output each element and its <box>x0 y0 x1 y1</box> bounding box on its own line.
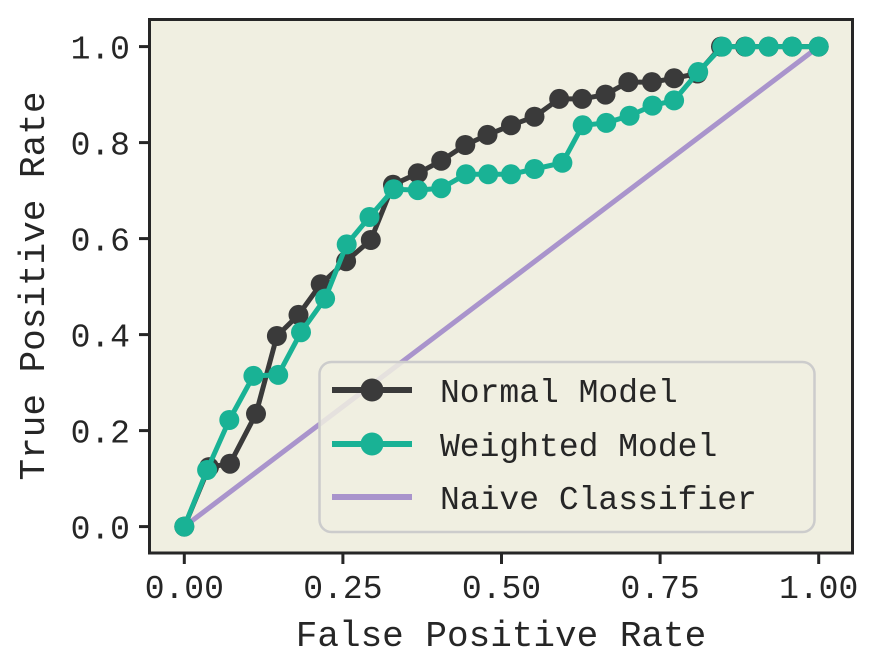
y-tick-label: 1.0 <box>71 32 130 69</box>
data-point <box>782 36 803 57</box>
legend: Normal Model Weighted Model Naive Classi… <box>318 360 816 534</box>
data-point <box>288 304 309 325</box>
data-point <box>243 365 264 386</box>
data-point <box>572 115 593 136</box>
x-tick-label: 0.00 <box>145 571 224 608</box>
axes-spines <box>148 18 854 555</box>
data-point <box>477 124 498 145</box>
data-point <box>336 234 357 255</box>
y-axis: 0.0 0.2 0.4 0.6 0.8 1.0 <box>71 32 150 549</box>
series-weighted-model <box>174 36 829 537</box>
legend-entry-normal-model: Normal Model <box>332 375 678 412</box>
y-tick-label: 0.4 <box>71 320 130 357</box>
series-naive-classifier <box>181 44 822 530</box>
y-tick-label: 0.2 <box>71 416 130 453</box>
data-point <box>808 36 829 57</box>
legend-entry-weighted-model: Weighted Model <box>332 429 717 466</box>
data-point <box>174 516 195 537</box>
data-point <box>456 164 476 185</box>
data-point <box>619 105 640 126</box>
data-point <box>572 88 593 109</box>
data-point <box>552 152 573 173</box>
data-point <box>501 115 521 136</box>
data-point <box>501 164 521 185</box>
data-point <box>688 62 709 82</box>
x-tick-label: 1.00 <box>779 571 858 608</box>
series-line-naive-classifier <box>181 44 822 530</box>
x-axis-label: False Positive Rate <box>296 616 706 657</box>
data-point <box>360 230 381 250</box>
data-point <box>664 68 685 89</box>
data-point <box>664 90 685 111</box>
data-point <box>455 135 476 155</box>
data-point <box>735 36 756 57</box>
data-point <box>431 150 452 171</box>
y-tick-label: 0.0 <box>71 512 130 549</box>
data-point <box>220 453 240 474</box>
data-point <box>407 180 428 201</box>
legend-label: Weighted Model <box>440 429 717 466</box>
data-point <box>291 322 311 343</box>
data-point <box>431 178 452 199</box>
legend-box <box>318 360 816 534</box>
data-point <box>712 36 733 57</box>
x-tick-label: 0.50 <box>462 571 541 608</box>
data-point <box>315 288 336 309</box>
data-point <box>266 326 287 346</box>
data-point <box>758 36 779 57</box>
data-point <box>383 179 404 200</box>
y-tick-label: 0.8 <box>71 128 130 165</box>
series-line-weighted-model <box>181 44 822 530</box>
x-tick-label: 0.75 <box>620 571 699 608</box>
series-layer <box>174 36 829 537</box>
data-point <box>549 88 570 109</box>
data-point <box>246 403 266 424</box>
legend-entry-naive-classifier: Naive Classifier <box>332 482 757 519</box>
y-axis-label: True Positive Rate <box>14 92 55 481</box>
y-tick-label: 0.6 <box>71 224 130 261</box>
data-point <box>595 84 616 105</box>
data-point <box>596 112 617 133</box>
data-point <box>478 164 499 185</box>
legend-marker-sample <box>360 378 384 402</box>
data-point <box>641 72 662 93</box>
data-point <box>219 410 240 430</box>
data-point <box>524 106 545 127</box>
x-tick-label: 0.25 <box>303 571 382 608</box>
x-axis: 0.00 0.25 0.50 0.75 1.00 <box>145 553 858 608</box>
data-point <box>642 95 663 116</box>
data-point <box>407 163 428 184</box>
legend-label: Normal Model <box>440 375 678 412</box>
legend-label: Naive Classifier <box>440 482 757 519</box>
legend-marker-sample <box>360 432 384 456</box>
data-point <box>197 460 218 480</box>
data-point <box>359 207 380 227</box>
data-point <box>268 364 289 385</box>
data-point <box>524 159 545 179</box>
data-point <box>618 72 639 93</box>
